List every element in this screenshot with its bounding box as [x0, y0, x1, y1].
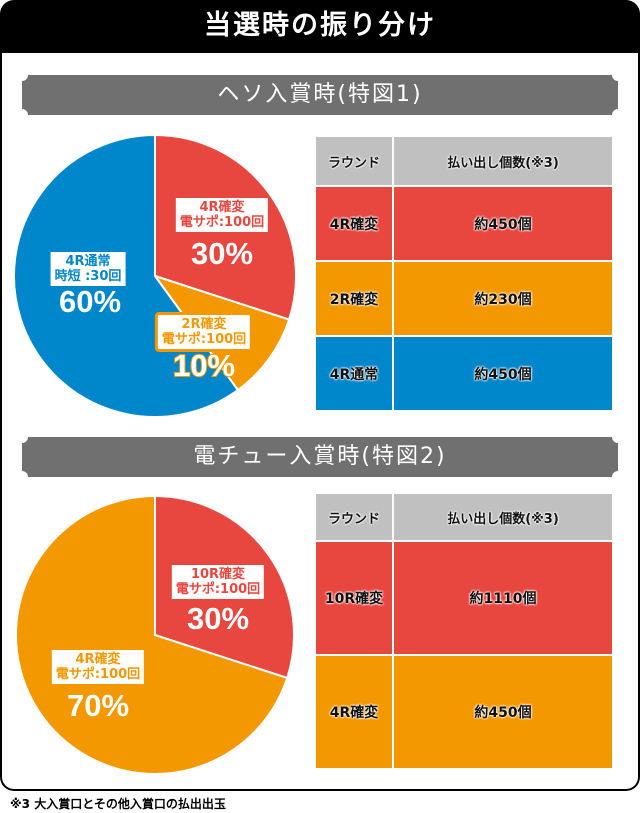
- payout-cell: 約450個: [392, 185, 614, 262]
- payout-table-denchu: ラウンド 払い出し個数(※3) 10R確変 約1110個 4R確変 約450個: [314, 492, 614, 770]
- slice-label: 4R通常 時短 :30回: [50, 252, 126, 286]
- column-header: ラウンド: [314, 135, 394, 187]
- section-banner-heso: ヘソ入賞時(特図1): [16, 69, 624, 121]
- round-cell: 2R確変: [314, 260, 394, 337]
- page-title: 当選時の振り分け: [0, 0, 640, 53]
- table-header-row: ラウンド 払い出し個数(※3): [314, 492, 614, 542]
- slice-percent: 10%: [172, 347, 236, 384]
- content-frame: [0, 52, 640, 791]
- pie-slice: [15, 494, 289, 775]
- payout-cell: 約230個: [392, 260, 614, 337]
- table-header-row: ラウンド 払い出し個数(※3): [314, 135, 614, 187]
- section-heading: ヘソ入賞時(特図1): [217, 82, 423, 107]
- payout-cell: 約450個: [392, 654, 614, 770]
- footnote: ※3 大入賞口とその他入賞口の払出出玉: [10, 797, 226, 811]
- slice-percent: 60%: [58, 284, 122, 319]
- column-header: 払い出し個数(※3): [392, 492, 614, 542]
- payout-table-heso: ラウンド 払い出し個数(※3) 4R確変 約450個 2R確変 約230個 4R…: [314, 135, 614, 412]
- slice-label: 4R確変 電サポ:100回: [175, 198, 269, 232]
- section-heading: 電チュー入賞時(特図2): [193, 444, 447, 469]
- slice-percent: 30%: [190, 236, 254, 271]
- column-header: ラウンド: [314, 492, 394, 542]
- payout-cell: 約1110個: [392, 540, 614, 656]
- table-row: 4R確変 約450個: [314, 654, 614, 770]
- pie-chart-denchu: [15, 494, 295, 775]
- round-cell: 10R確変: [314, 540, 394, 656]
- table-row: 2R確変 約230個: [314, 260, 614, 337]
- slice-percent: 70%: [66, 688, 130, 723]
- table-row: 4R通常 約450個: [314, 335, 614, 412]
- column-header: 払い出し個数(※3): [392, 135, 614, 187]
- payout-cell: 約450個: [392, 335, 614, 412]
- slice-label: 2R確変 電サポ:100回: [154, 312, 254, 352]
- section-banner-denchu: 電チュー入賞時(特図2): [16, 431, 624, 483]
- round-cell: 4R確変: [314, 185, 394, 262]
- slice-percent: 30%: [186, 601, 250, 636]
- slice-label: 4R確変 電サポ:100回: [51, 650, 145, 684]
- table-row: 10R確変 約1110個: [314, 540, 614, 656]
- slice-label: 10R確変 電サポ:100回: [171, 565, 265, 599]
- table-row: 4R確変 約450個: [314, 185, 614, 262]
- round-cell: 4R通常: [314, 335, 394, 412]
- round-cell: 4R確変: [314, 654, 394, 770]
